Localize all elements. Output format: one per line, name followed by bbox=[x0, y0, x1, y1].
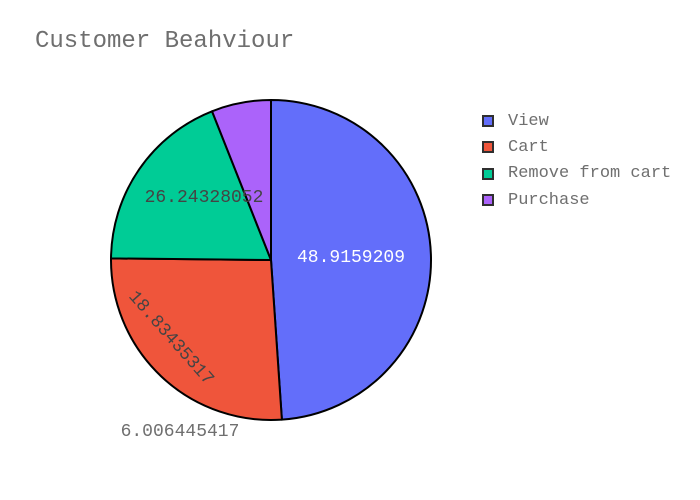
legend-item-purchase[interactable]: Purchase bbox=[482, 187, 671, 213]
legend-label: View bbox=[508, 111, 549, 131]
pie-slice-purchase[interactable] bbox=[211, 99, 272, 261]
pie-slice-cart[interactable] bbox=[110, 257, 283, 421]
legend-swatch bbox=[482, 194, 494, 207]
legend-item-cart[interactable]: Cart bbox=[482, 134, 671, 160]
legend-swatch bbox=[482, 141, 494, 154]
pie-slice-remove-from-cart[interactable] bbox=[110, 110, 272, 261]
data-label-purchase: 6.006445417 bbox=[121, 422, 240, 442]
chart-title: Customer Beahviour bbox=[35, 28, 295, 55]
legend-swatch bbox=[482, 167, 494, 180]
pie-slice-view[interactable] bbox=[270, 99, 432, 421]
legend: View Cart Remove from cart Purchase bbox=[482, 108, 671, 213]
data-label-view: 48.9159209 bbox=[297, 248, 405, 268]
legend-item-view[interactable]: View bbox=[482, 108, 671, 134]
legend-swatch bbox=[482, 115, 494, 128]
legend-label: Purchase bbox=[508, 190, 590, 210]
legend-label: Remove from cart bbox=[508, 164, 672, 184]
legend-label: Cart bbox=[508, 137, 549, 157]
legend-item-remove-from-cart[interactable]: Remove from cart bbox=[482, 161, 671, 187]
data-label-cart: 26.24328052 bbox=[145, 188, 264, 208]
